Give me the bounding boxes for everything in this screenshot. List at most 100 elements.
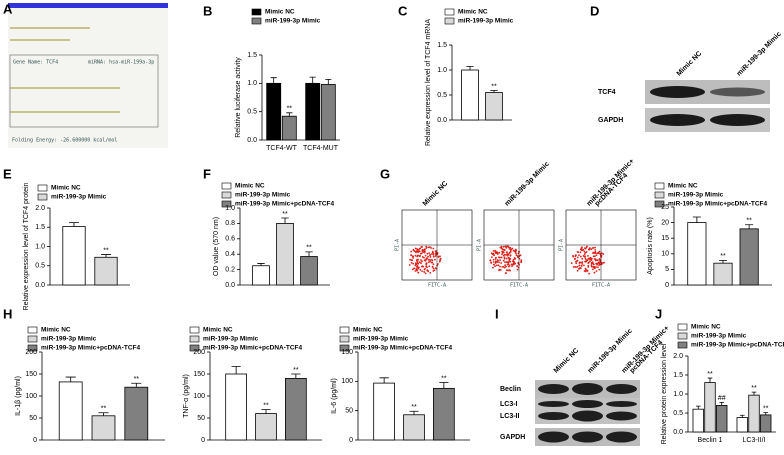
event-dot — [509, 254, 512, 257]
event-dot — [490, 252, 493, 255]
error-bar — [261, 409, 271, 414]
legend-swatch — [27, 335, 38, 343]
row-label: GAPDH — [598, 117, 623, 124]
legend-label: miR-199-3p Mimic+pcDNA-TCF4 — [41, 345, 141, 352]
y-axis-label: Relative expression level of TCF4 mRNA — [425, 19, 432, 146]
event-dot — [574, 258, 577, 260]
event-dot — [432, 255, 435, 258]
event-dot — [408, 264, 411, 266]
y-tick-label: 100 — [341, 378, 353, 385]
event-dot — [597, 252, 600, 255]
bar — [281, 115, 297, 141]
event-dot — [428, 265, 431, 268]
event-dot — [410, 261, 413, 264]
event-dot — [507, 265, 510, 268]
event-dot — [492, 250, 495, 252]
panel-label: G — [380, 166, 390, 181]
column-label: Mimic NC — [422, 180, 450, 208]
event-dot — [602, 253, 605, 255]
error-bar — [379, 377, 389, 384]
legend-swatch — [654, 182, 665, 190]
legend-swatch — [221, 200, 232, 208]
event-dot — [581, 263, 584, 265]
event-dot — [502, 254, 505, 257]
bar — [276, 222, 294, 286]
event-dot — [429, 253, 432, 256]
band — [538, 412, 569, 420]
event-dot — [585, 268, 588, 271]
y-tick-label: 200 — [25, 349, 37, 356]
y-tick-label: 0.0 — [247, 137, 257, 144]
legend-swatch — [251, 17, 262, 25]
bar — [252, 265, 270, 286]
y-tick-label: 25 — [661, 204, 669, 211]
legend-label: Mimic NC — [51, 185, 81, 192]
event-dot — [584, 257, 587, 260]
bar — [748, 394, 760, 433]
y-tick-label: 0.0 — [35, 282, 45, 289]
y-tick-label: 1.0 — [437, 67, 447, 74]
event-dot — [594, 259, 597, 262]
x-tick-label: LC3-II/I — [743, 437, 766, 444]
band — [572, 410, 603, 422]
event-dot — [505, 257, 508, 260]
event-dot — [516, 268, 519, 271]
event-dot — [504, 264, 507, 267]
event-dot — [416, 260, 419, 263]
event-dot — [594, 252, 597, 255]
bar — [403, 414, 425, 441]
event-dot — [425, 265, 428, 268]
panel-label: J — [655, 306, 662, 321]
event-dot — [492, 261, 495, 263]
event-dot — [415, 268, 418, 271]
legend-swatch — [189, 326, 200, 334]
legend-swatch — [677, 323, 688, 331]
event-dot — [438, 260, 441, 263]
event-dot — [411, 259, 414, 262]
band — [650, 86, 705, 98]
event-dot — [514, 262, 517, 265]
event-dot — [412, 257, 414, 259]
legend-swatch — [444, 8, 455, 16]
y-tick-label: 2.0 — [35, 205, 45, 212]
legend-label: miR-199-3p Mimic+pcDNA-TCF4 — [353, 345, 453, 352]
bar — [305, 82, 321, 141]
band — [572, 431, 603, 443]
event-dot — [501, 265, 504, 268]
bar — [433, 387, 455, 441]
flow-y-label: PI-A — [559, 239, 565, 251]
event-dot — [423, 271, 426, 273]
event-dot — [579, 255, 582, 258]
legend-swatch — [221, 182, 232, 190]
error-bar — [270, 77, 277, 84]
significance-mark: ** — [411, 404, 417, 411]
event-dot — [514, 257, 517, 260]
y-tick-label: 100 — [25, 393, 37, 400]
error-bar — [281, 217, 289, 224]
bar — [485, 92, 503, 121]
event-dot — [421, 260, 423, 263]
y-tick-label: 0 — [349, 437, 353, 444]
event-dot — [513, 250, 516, 253]
event-dot — [416, 255, 419, 258]
event-dot — [594, 255, 596, 258]
event-dot — [512, 258, 515, 261]
event-dot — [425, 262, 428, 265]
event-dot — [594, 246, 596, 249]
error-bar — [718, 259, 728, 264]
event-dot — [414, 270, 417, 272]
event-dot — [581, 246, 583, 249]
event-dot — [430, 247, 432, 249]
error-bar — [490, 90, 498, 93]
panel-label: H — [3, 306, 12, 321]
event-dot — [499, 269, 502, 271]
event-dot — [415, 251, 417, 254]
event-dot — [578, 261, 581, 264]
event-dot — [508, 251, 511, 254]
error-bar — [65, 376, 76, 382]
error-bar — [231, 366, 241, 374]
event-dot — [588, 272, 591, 275]
event-dot — [575, 260, 577, 263]
event-dot — [590, 248, 593, 251]
event-dot — [418, 250, 421, 253]
